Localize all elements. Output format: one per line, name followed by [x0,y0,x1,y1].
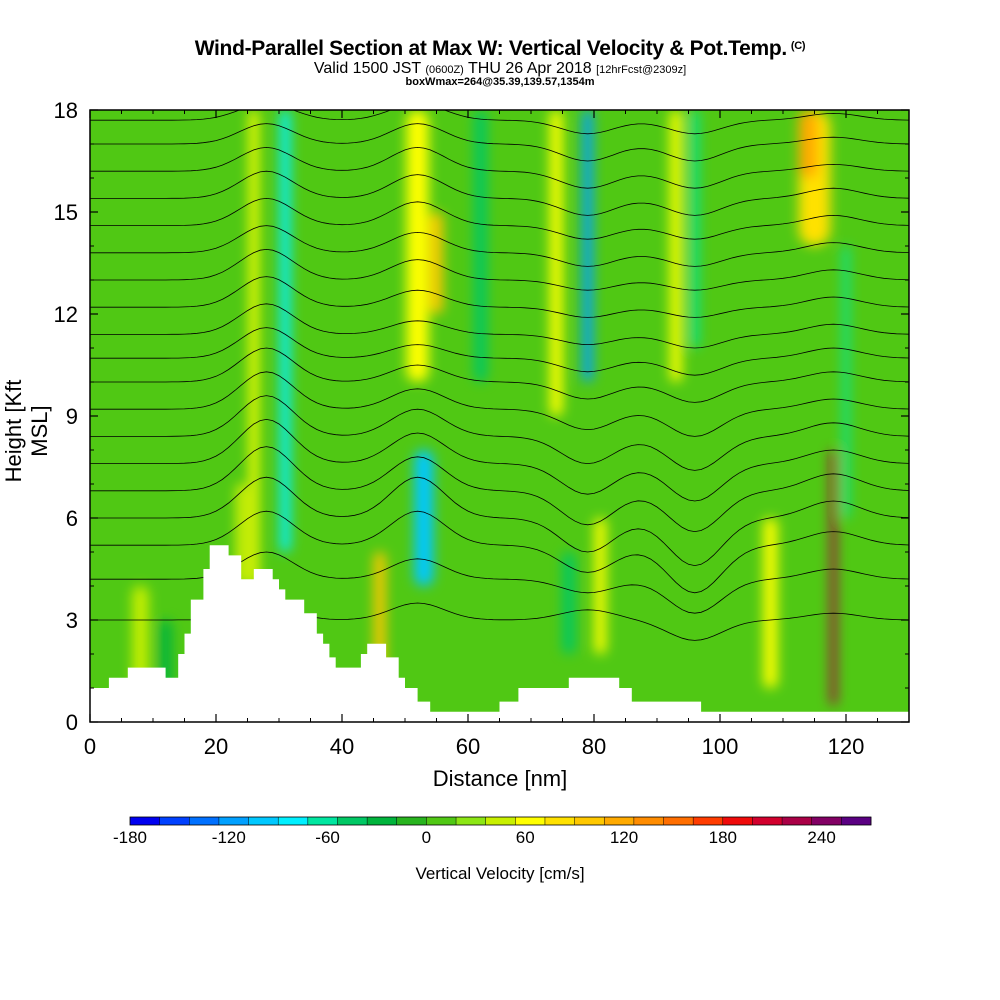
y-tick-label: 18 [54,98,78,123]
velocity-band [691,110,699,348]
colorbar: -180 -120 -60 0 60 120 180 240 [113,816,872,847]
colorbar-swatch [218,817,249,825]
velocity-band [406,110,429,382]
colorbar-swatch [811,817,842,825]
x-tick-label: 100 [702,734,739,759]
colorbar-swatch [752,817,783,825]
colorbar-label: Vertical Velocity [cm/s] [415,864,585,883]
isentrope-line [90,371,909,437]
colorbar-swatch [367,817,398,825]
chart-title: Wind-Parallel Section at Max W: Vertical… [194,37,806,60]
colorbar-swatch [782,817,813,825]
colorbar-swatch [159,817,190,825]
colorbar-swatch [248,817,279,825]
colorbar-swatch [722,817,753,825]
colorbar-swatch [574,817,605,825]
velocity-band [582,110,593,382]
velocity-band [549,110,563,416]
velocity-band [670,110,682,382]
isentrope-line [90,146,909,189]
colorbar-swatch [278,817,309,825]
colorbar-swatch [337,817,368,825]
colorbar-tick-label: 60 [516,828,535,847]
velocity-band [798,110,818,178]
colorbar-swatch [189,817,220,825]
x-tick-label: 60 [456,734,480,759]
colorbar-tick-label: -120 [212,828,246,847]
velocity-band [430,212,443,314]
isentrope-line [90,123,909,162]
colorbar-tick-label: 120 [610,828,638,847]
x-tick-label: 120 [828,734,865,759]
x-tick-label: 40 [330,734,354,759]
chart-subtitle: Valid 1500 JST (0600Z) THU 26 Apr 2018 [… [313,60,687,77]
velocity-band [562,552,576,654]
x-axis-label: Distance [nm] [432,766,568,791]
colorbar-swatch [663,817,694,825]
colorbar-swatch [307,817,338,825]
y-tick-label: 9 [66,404,78,429]
isentrope-line [90,225,909,267]
velocity-band [830,450,837,705]
isentrope-line [90,110,909,135]
x-tick-label: 20 [204,734,228,759]
velocity-field [90,110,909,722]
y-tick-label: 12 [54,302,78,327]
colorbar-tick-label: 180 [709,828,737,847]
velocity-band [474,110,487,382]
terrain [90,545,909,722]
colorbar-swatch [426,817,457,825]
colorbar-swatch [841,817,872,825]
isentrope-line [90,170,909,216]
isentrope-line [90,395,909,471]
isentrope-line [90,476,909,567]
colorbar-swatch [693,817,724,825]
isentrope-line [90,347,909,403]
y-tick-label: 15 [54,200,78,225]
colorbar-tick-label: -180 [113,828,147,847]
velocity-band [842,246,850,518]
y-axis-label: Height [Kft MSL] [1,379,52,483]
x-tick-label: 0 [84,734,96,759]
velocity-band [249,110,259,586]
colorbar-frame [129,816,872,826]
isentrope-line [90,418,909,502]
isentrope-line [90,446,909,533]
isentrope-line [90,276,909,318]
colorbar-swatch [130,817,160,825]
velocity-band [594,518,606,654]
colorbar-swatch [515,817,546,825]
isentrope-line [90,327,909,376]
velocity-band [763,518,778,688]
velocity-band [414,450,434,586]
colorbar-swatch [633,817,664,825]
colorbar-swatch [604,817,635,825]
velocity-band [280,110,291,552]
velocity-band [132,586,149,688]
isentrope-line [90,248,909,291]
colorbar-tick-label: 0 [422,828,431,847]
y-tick-label: 3 [66,608,78,633]
isentrope-line [90,510,909,594]
colorbar-swatch [485,817,516,825]
chart-subtitle-box: boxWmax=264@35.39,139.57,1354m [405,76,595,88]
x-tick-label: 80 [582,734,606,759]
isentrope-line [90,303,909,349]
colorbar-tick-label: -60 [315,828,340,847]
colorbar-swatch [544,817,575,825]
y-tick-label: 0 [66,710,78,735]
y-tick-label: 6 [66,506,78,531]
colorbar-swatch [456,817,486,825]
colorbar-tick-label: 240 [807,828,835,847]
colorbar-swatch [396,817,427,825]
isentrope-line [90,197,909,240]
